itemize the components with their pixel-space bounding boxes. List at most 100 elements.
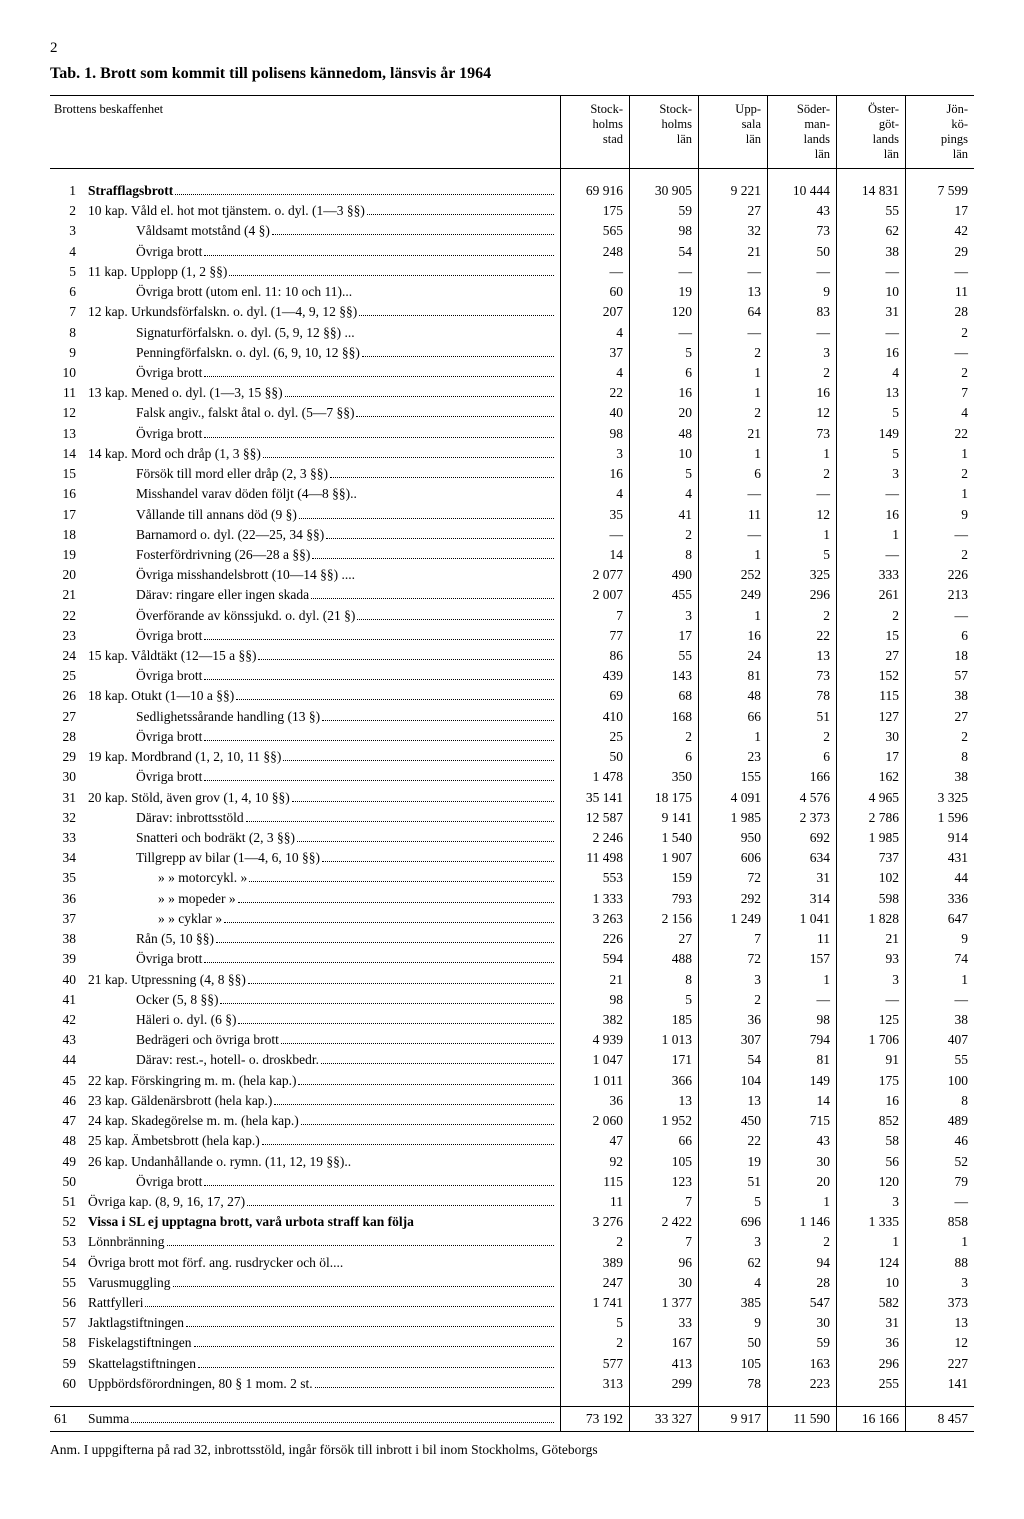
cell-value: 22 [699,1131,768,1151]
cell-value: 4 [906,403,975,423]
table-row: 4825 kap. Ämbetsbrott (hela kap.)4766224… [50,1131,974,1151]
col-header-desc: Brottens beskaffenhet [50,96,561,169]
cell-value: 577 [561,1354,630,1374]
cell-value: 51 [768,707,837,727]
cell-value: 7 599 [906,181,975,201]
col-header-2: Upp-salalän [699,96,768,169]
cell-value: 489 [906,1111,975,1131]
cell-value: 51 [699,1172,768,1192]
cell-value: 105 [630,1152,699,1172]
cell-value: 9 221 [699,181,768,201]
cell-value: 79 [906,1172,975,1192]
cell-value: 33 [630,1313,699,1333]
col-header-1: Stock-holmslän [630,96,699,169]
cell-value: 100 [906,1071,975,1091]
cell-value: 143 [630,666,699,686]
cell-value: 12 [768,505,837,525]
cell-value: 14 [768,1091,837,1111]
cell-value: 13 [630,1091,699,1111]
cell-value: 38 [906,686,975,706]
table-row: 3120 kap. Stöld, även grov (1, 4, 10 §§)… [50,788,974,808]
cell-value: 299 [630,1374,699,1394]
cell-value: 57 [906,666,975,686]
table-row: 17Vållande till annans död (9 §)35411112… [50,505,974,525]
row-index: 47 [50,1111,84,1131]
cell-value: 11 [699,505,768,525]
cell-value: 213 [906,585,975,605]
cell-value: 261 [837,585,906,605]
cell-value: 2 [699,990,768,1010]
table-row: 23Övriga brott77171622156 [50,626,974,646]
cell-value: 16 [837,1091,906,1111]
cell-value: — [561,262,630,282]
cell-value: 27 [630,929,699,949]
table-row: 8Signaturförfalskn. o. dyl. (5, 9, 12 §§… [50,323,974,343]
cell-value: 1 013 [630,1030,699,1050]
cell-value: 93 [837,949,906,969]
cell-value: 125 [837,1010,906,1030]
table-row: 12Falsk angiv., falskt åtal o. dyl. (5—7… [50,403,974,423]
cell-value: 3 [699,970,768,990]
cell-value: 54 [699,1050,768,1070]
row-index: 5 [50,262,84,282]
cell-value: 598 [837,889,906,909]
cell-value: 4 [561,484,630,504]
cell-value: 439 [561,666,630,686]
table-row: 20Övriga misshandelsbrott (10—14 §§) ...… [50,565,974,585]
row-desc: Övriga brott (utom enl. 11: 10 och 11)..… [84,282,561,302]
row-index: 42 [50,1010,84,1030]
cell-value: 31 [837,302,906,322]
table-row: 1Strafflagsbrott69 91630 9059 22110 4441… [50,181,974,201]
cell-value: 2 422 [630,1212,699,1232]
row-desc: Övriga brott [84,242,561,262]
cell-value: 1 478 [561,767,630,787]
cell-value: 88 [906,1253,975,1273]
cell-value: 227 [906,1354,975,1374]
cell-value: 18 [906,646,975,666]
row-index: 51 [50,1192,84,1212]
row-desc: Fiskelagstiftningen [84,1333,561,1353]
row-desc: 10 kap. Våld el. hot mot tjänstem. o. dy… [84,201,561,221]
table-row: 511 kap. Upplopp (1, 2 §§)—————— [50,262,974,282]
row-desc: Därav: rest.-, hotell- o. droskbedr. [84,1050,561,1070]
table-row: 57Jaktlagstiftningen5339303113 [50,1313,974,1333]
table-row: 51Övriga kap. (8, 9, 16, 17, 27)117513— [50,1192,974,1212]
cell-value: 296 [768,585,837,605]
cell-value: 2 [630,525,699,545]
cell-value: 226 [906,565,975,585]
cell-value: 16 [699,626,768,646]
table-row: 58Fiskelagstiftningen216750593612 [50,1333,974,1353]
row-desc: Därav: ringare eller ingen skada [84,585,561,605]
cell-value: 50 [768,242,837,262]
row-desc: Varusmuggling [84,1273,561,1293]
cell-value: 5 [630,343,699,363]
row-index: 13 [50,424,84,444]
cell-value: 149 [837,424,906,444]
cell-value: 2 [906,323,975,343]
cell-value: 1 706 [837,1030,906,1050]
table-row: 41Ocker (5, 8 §§)9852——— [50,990,974,1010]
cell-value: 7 [906,383,975,403]
cell-value: 27 [699,201,768,221]
cell-value: 1 [906,484,975,504]
table-row: 19Fosterfördrivning (26—28 a §§)14815—2 [50,545,974,565]
row-desc: Övriga kap. (8, 9, 16, 17, 27) [84,1192,561,1212]
cell-value: 167 [630,1333,699,1353]
row-desc: Lönnbränning [84,1232,561,1252]
cell-value: 12 587 [561,808,630,828]
table-row: 44Därav: rest.-, hotell- o. droskbedr.1 … [50,1050,974,1070]
row-desc: Övriga brott [84,666,561,686]
cell-value: 5 [561,1313,630,1333]
cell-value: 30 [630,1273,699,1293]
cell-value: 38 [906,1010,975,1030]
cell-value: 47 [561,1131,630,1151]
row-index: 1 [50,181,84,201]
row-index: 6 [50,282,84,302]
cell-value: — [837,545,906,565]
cell-value: 62 [837,221,906,241]
cell-value: 8 [630,970,699,990]
cell-value: 582 [837,1293,906,1313]
row-index: 33 [50,828,84,848]
cell-value: 1 [906,1232,975,1252]
table-row: 53Lönnbränning273211 [50,1232,974,1252]
